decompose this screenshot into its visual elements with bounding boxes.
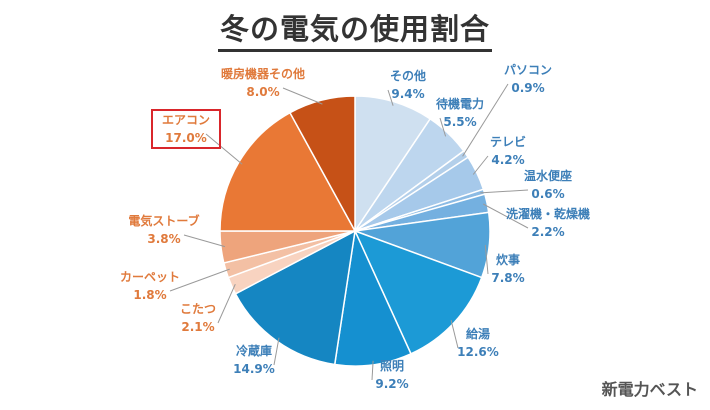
pie-slice xyxy=(234,229,356,366)
slice-label: 冷蔵庫 xyxy=(236,343,272,358)
slice-label: こたつ xyxy=(180,302,216,316)
slice-label: パソコン xyxy=(504,63,552,77)
leader-line xyxy=(480,189,529,194)
slice-value-label: 0.6% xyxy=(531,187,564,201)
slice-label: 給湯 xyxy=(466,326,490,341)
slice-value-label: 2.2% xyxy=(531,225,564,239)
slice-value-label: 9.2% xyxy=(375,377,408,391)
leader-line xyxy=(183,234,226,248)
slice-label: 炊事 xyxy=(496,252,520,267)
slice-value-label: 2.1% xyxy=(181,320,214,334)
slice-label: カーペット xyxy=(120,270,180,284)
leader-line xyxy=(205,133,243,165)
slice-label: 電気ストーブ xyxy=(128,213,199,228)
slice-value-label: 9.4% xyxy=(391,87,424,101)
pie-slice xyxy=(219,111,357,232)
leader-line xyxy=(371,360,374,381)
slice-value-label: 1.8% xyxy=(133,288,166,302)
source-watermark: 新電力ベスト xyxy=(601,380,698,399)
slice-value-label: 5.5% xyxy=(443,115,476,129)
slice-label: その他 xyxy=(390,68,426,83)
leader-line xyxy=(387,89,394,106)
slice-value-label: 7.8% xyxy=(491,271,524,285)
slice-value-label: 0.9% xyxy=(511,81,544,95)
leader-line xyxy=(439,117,447,137)
chart-title: 冬の電気の使用割合 xyxy=(0,6,710,52)
highlight-box xyxy=(151,109,221,149)
leader-line xyxy=(169,268,230,292)
leader-line xyxy=(462,83,509,157)
pie-slice xyxy=(333,228,412,367)
slice-label: 照明 xyxy=(380,358,404,373)
leader-line xyxy=(217,283,236,324)
leader-line xyxy=(482,203,529,229)
slice-label: エアコン xyxy=(162,113,210,127)
pie-slice xyxy=(288,95,356,232)
leader-line xyxy=(282,87,323,105)
slice-label: 待機電力 xyxy=(436,96,484,111)
pie-slice xyxy=(354,95,432,234)
leader-line xyxy=(472,155,489,175)
slice-value-label: 14.9% xyxy=(233,362,275,376)
pie-slice xyxy=(353,229,483,355)
slice-label: テレビ xyxy=(490,134,526,149)
slice-value-label: 17.0% xyxy=(165,131,207,145)
leader-line xyxy=(450,319,459,349)
slice-value-label: 4.2% xyxy=(491,153,524,167)
slice-label: 暖房機器その他 xyxy=(221,66,305,81)
slice-value-label: 12.6% xyxy=(457,345,499,359)
slice-value-label: 3.8% xyxy=(147,232,180,246)
slice-label: 洗濯機・乾燥機 xyxy=(506,206,590,221)
slice-label: 温水便座 xyxy=(524,168,572,183)
slice-value-label: 8.0% xyxy=(246,85,279,99)
leader-line xyxy=(273,337,280,366)
leader-line xyxy=(484,244,489,275)
